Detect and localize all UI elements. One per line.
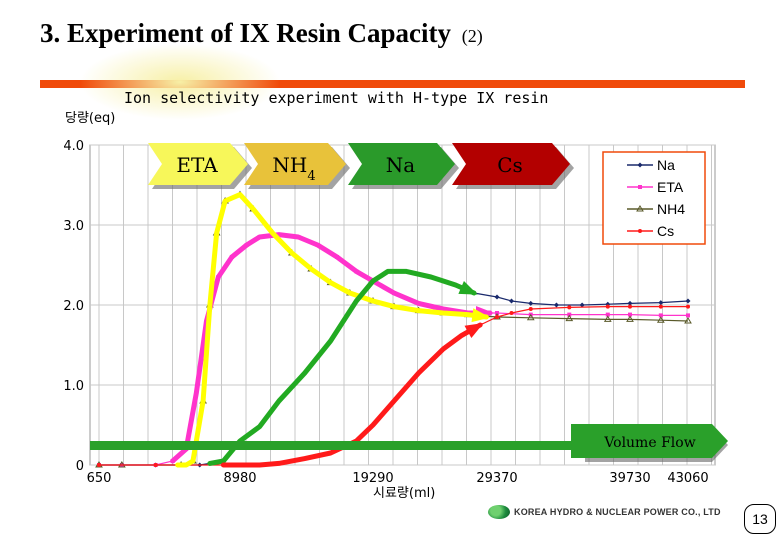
data-point: [628, 304, 632, 309]
flow-arrow-shaft: [90, 441, 585, 450]
x-tick-label: 19290: [352, 471, 393, 486]
x-tick-label: 43060: [667, 471, 708, 486]
data-point: [684, 317, 692, 324]
x-tick-label: 39730: [609, 471, 650, 486]
title-suffix: (2): [461, 26, 483, 46]
data-point: [567, 312, 572, 317]
overlay-arrows: ETA NH4 Na Cs Volume Flow: [90, 143, 728, 462]
data-point: [603, 315, 612, 322]
y-tick-label: 1.0: [63, 379, 84, 394]
data-point: [509, 311, 514, 315]
logo-icon: [488, 505, 510, 519]
data-point: [495, 311, 499, 315]
chevron-shape: [348, 143, 455, 185]
data-point: [658, 304, 663, 309]
y-axis-label: 당량(eq): [65, 111, 115, 126]
data-point: [626, 315, 634, 322]
legend: Na ETA NH4 Cs: [602, 151, 706, 245]
chevron-shape: [244, 143, 346, 185]
highlight-arrowhead: [471, 308, 491, 323]
y-tick-label: 0: [76, 459, 84, 474]
data-point: [579, 302, 585, 308]
slide-title: 3. Experiment of IX Resin Capacity (2): [40, 18, 483, 49]
data-point: [528, 300, 534, 306]
data-point: [153, 463, 158, 467]
y-tick-label: 2.0: [63, 299, 84, 314]
chevron-shape: [452, 143, 570, 185]
company-logo: KOREA HYDRO & NUCLEAR POWER CO., LTD: [488, 505, 721, 519]
data-point: [553, 302, 559, 308]
data-point: [567, 305, 572, 310]
data-point: [658, 313, 663, 318]
legend-item-nh4: NH4: [627, 201, 685, 217]
y-tick-label: 3.0: [63, 219, 84, 234]
chevron-arrow-cs: Cs: [452, 143, 574, 189]
chevron-shape: [148, 143, 248, 185]
chevron-arrow-eta: ETA: [148, 143, 252, 189]
volume-flow-arrow: Volume Flow: [90, 424, 728, 462]
data-point: [638, 229, 642, 233]
data-point: [656, 316, 665, 323]
legend-label: ETA: [657, 179, 684, 195]
data-point: [509, 298, 515, 304]
flow-arrow-head: [571, 424, 728, 458]
x-tick-label: 8980: [223, 471, 256, 486]
data-point: [685, 298, 691, 304]
data-point: [627, 300, 633, 306]
data-point: [638, 185, 642, 189]
legend-label: Na: [657, 157, 675, 173]
highlight-curve: [175, 192, 489, 468]
data-point: [658, 300, 664, 306]
data-point: [495, 315, 499, 319]
y-tick-label: 4.0: [63, 139, 84, 154]
highlight-arrowhead: [464, 323, 484, 338]
chevron-label: Cs: [497, 153, 523, 177]
title-underline: [40, 80, 745, 88]
company-name: KOREA HYDRO & NUCLEAR POWER CO., LTD: [514, 507, 721, 517]
legend-item-eta: ETA: [627, 179, 684, 195]
chevron-label: NH4: [272, 153, 315, 184]
data-point: [628, 312, 632, 317]
data-point: [605, 312, 610, 317]
highlight-curve: [207, 268, 477, 466]
chevron-arrow-nh4: NH4: [244, 143, 350, 189]
chevron-label: ETA: [176, 153, 218, 177]
legend-item-na: Na: [627, 157, 675, 173]
data-point: [526, 313, 535, 321]
data-point: [97, 463, 101, 467]
legend-box: [602, 151, 706, 245]
data-point: [636, 205, 644, 212]
highlight-arrowhead: [458, 281, 478, 295]
legend-item-cs: Cs: [627, 223, 674, 239]
data-point: [605, 304, 610, 309]
chevron-label: Na: [386, 153, 416, 177]
data-point: [686, 304, 690, 309]
x-tick-label: 29370: [476, 471, 517, 486]
title-text: 3. Experiment of IX Resin Capacity: [40, 18, 451, 48]
x-axis-label: 시료량(ml): [373, 486, 435, 501]
page-number: 13: [744, 504, 776, 534]
x-tick-label: 650: [87, 471, 112, 486]
flow-arrow-label: Volume Flow: [603, 435, 695, 451]
data-point: [494, 294, 500, 300]
chart-title: Ion selectivity experiment with H-type I…: [124, 89, 548, 107]
data-point: [637, 162, 643, 168]
legend-label: NH4: [657, 201, 685, 217]
data-point: [528, 307, 533, 311]
data-point: [565, 314, 574, 322]
legend-label: Cs: [657, 223, 674, 239]
chevron-arrow-na: Na: [348, 143, 459, 189]
data-point: [686, 313, 690, 318]
title-highlight-glow: [80, 44, 280, 120]
